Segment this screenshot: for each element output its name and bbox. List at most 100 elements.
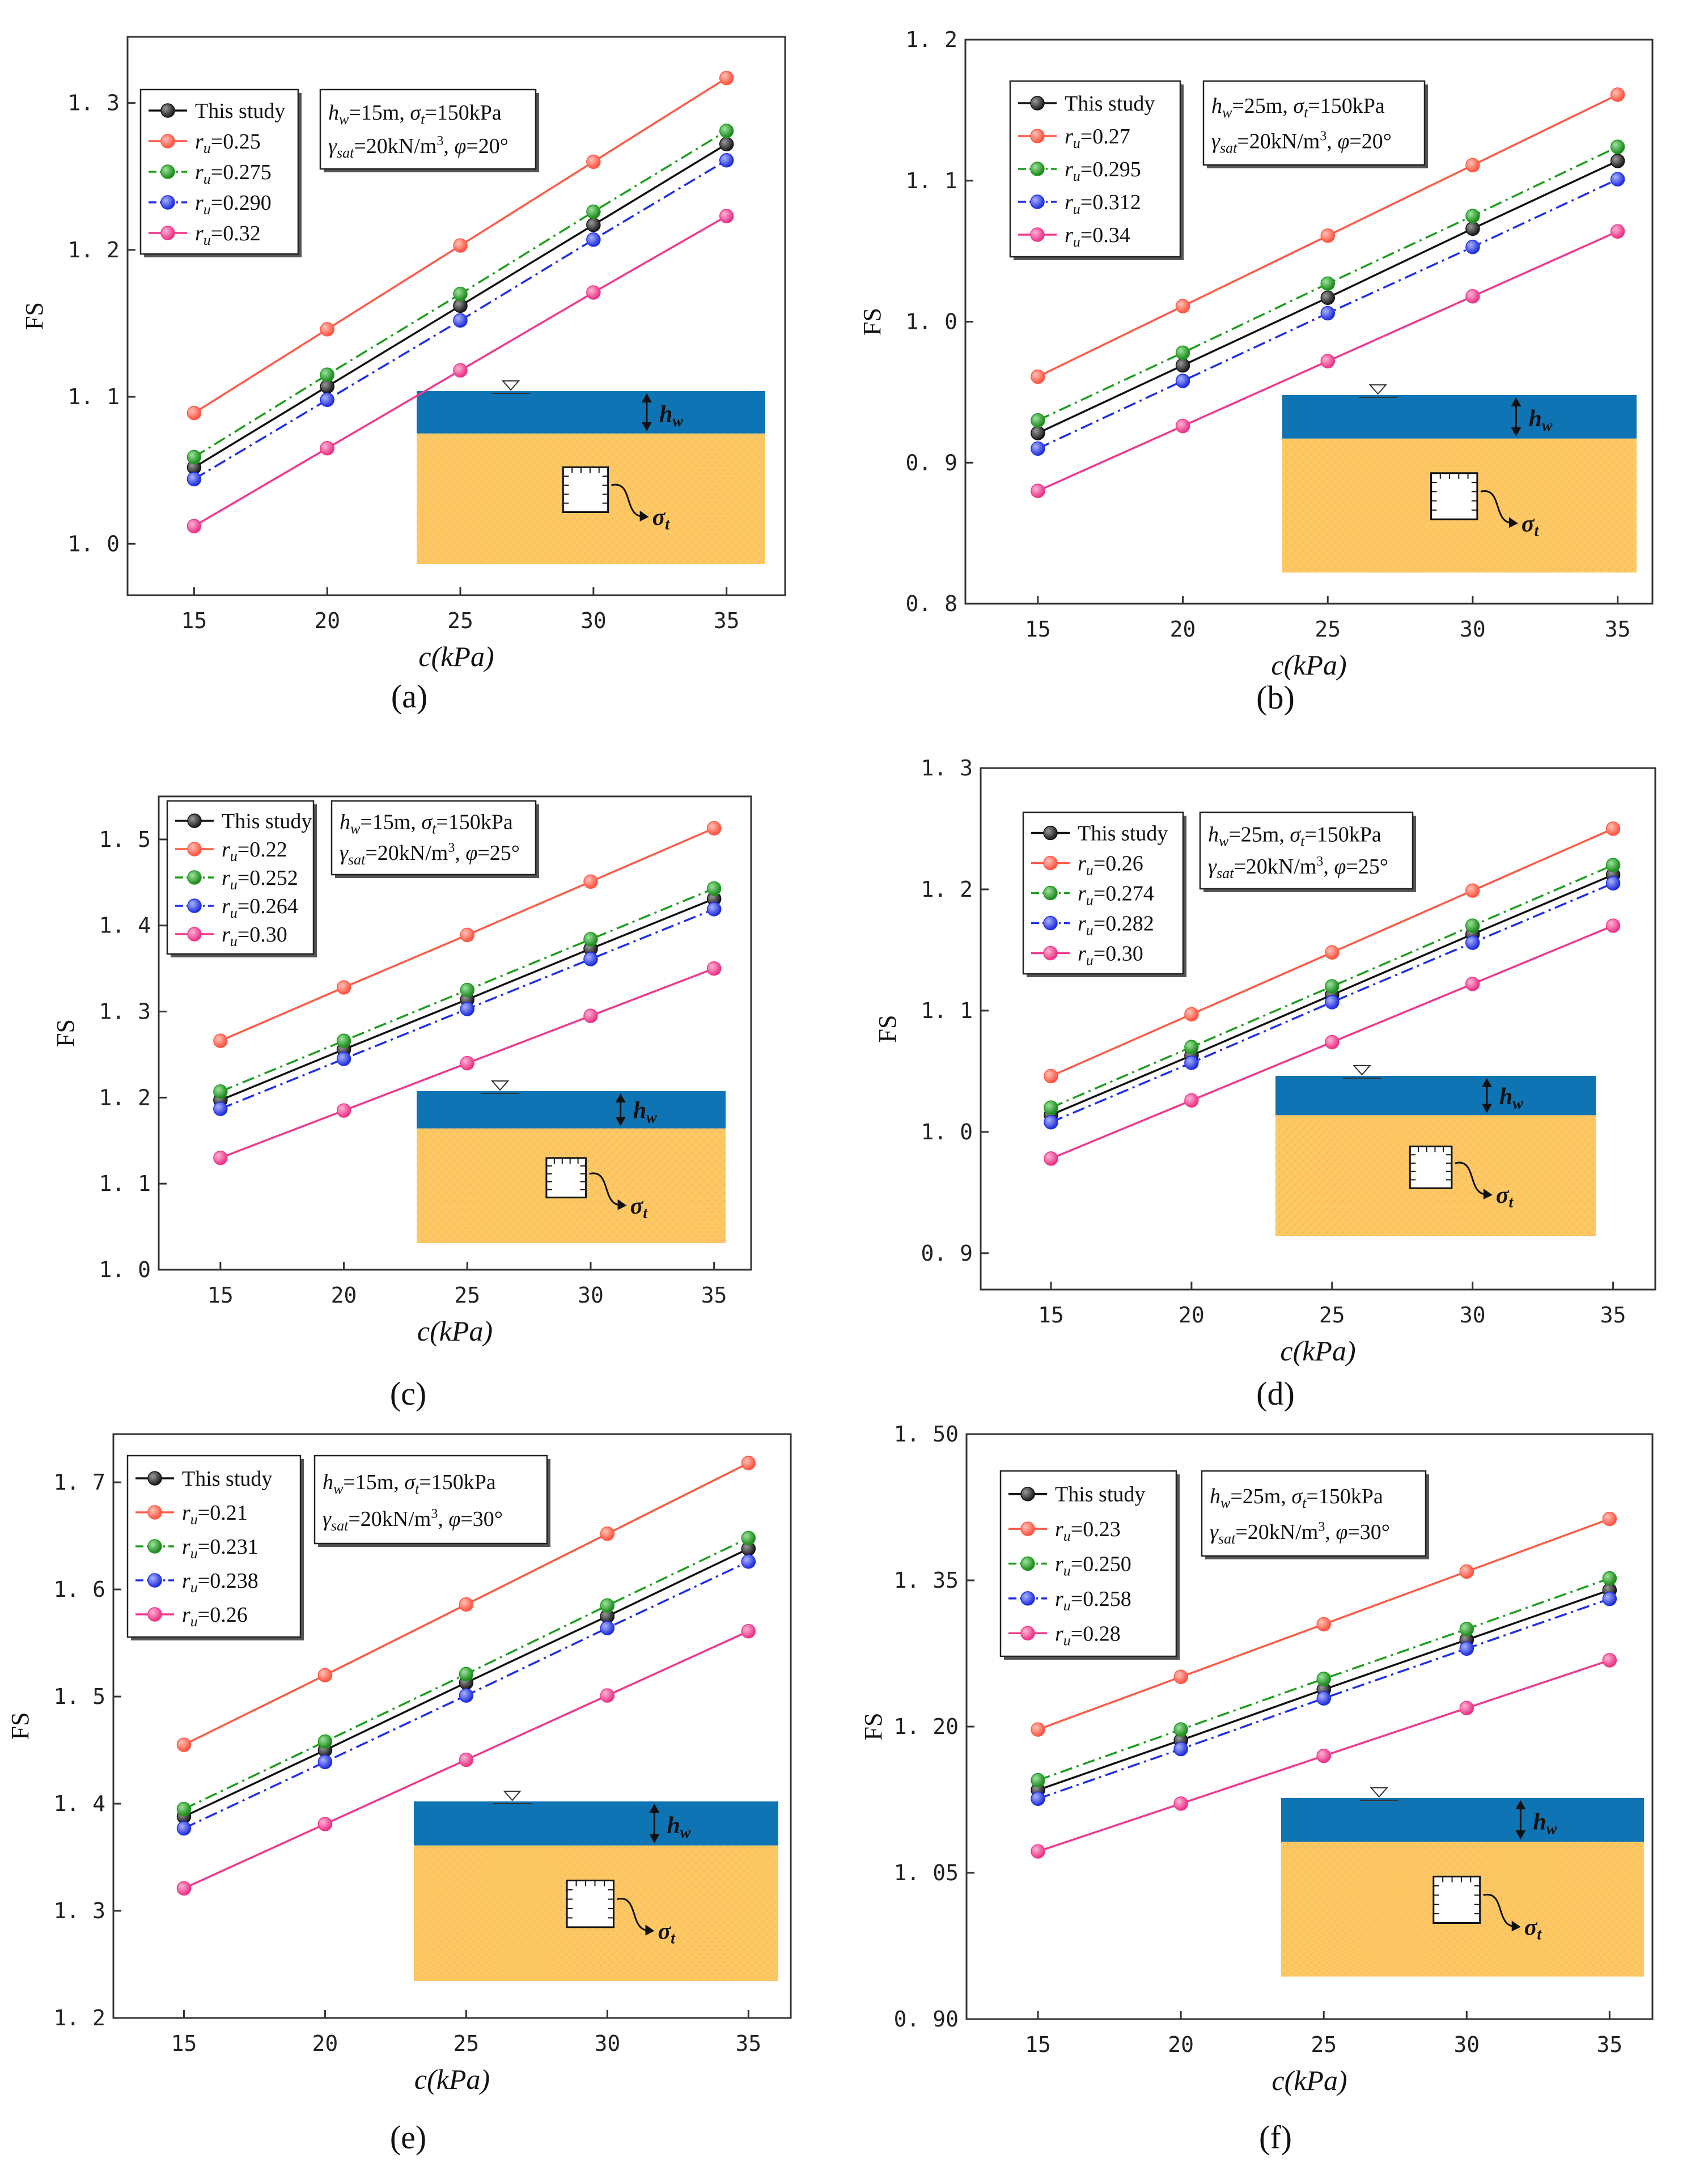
data-point: [1325, 945, 1340, 960]
annotation-line-2: γsat=20kN/m3, φ=20°: [328, 134, 508, 161]
data-point: [320, 392, 334, 407]
data-point: [460, 1055, 475, 1071]
x-axis-title: c(kPa): [418, 641, 494, 672]
y-tick-label: 0. 8: [905, 591, 957, 616]
annotation-box: [330, 800, 537, 876]
sigma-arrow: [1480, 490, 1515, 524]
data-point: [586, 218, 601, 232]
data-point: [320, 322, 334, 337]
legend-entry-3: ru=0.264: [222, 894, 298, 921]
data-point: [706, 881, 722, 896]
data-point: [460, 982, 475, 998]
legend-swatch-marker: [1020, 1486, 1035, 1502]
data-point: [1610, 87, 1625, 102]
sigma-t-label: σt: [1524, 1914, 1542, 1943]
x-tick-label: 15: [207, 1283, 234, 1308]
data-point: [600, 1688, 615, 1703]
data-point: [1465, 221, 1480, 236]
data-point: [176, 1737, 192, 1752]
water-layer: [417, 1091, 726, 1129]
data-point: [336, 980, 351, 995]
data-point: [317, 1754, 333, 1770]
legend-swatch-marker: [160, 103, 175, 118]
data-point: [1031, 413, 1045, 428]
y-tick-label: 1. 5: [53, 1684, 105, 1709]
y-tick-label: 1. 7: [53, 1470, 105, 1495]
legend-entry-2: ru=0.250: [1055, 1553, 1131, 1579]
x-tick-label: 30: [594, 2031, 620, 2056]
y-tick-label: 0. 9: [921, 1241, 973, 1266]
y-tick-label: 1. 2: [921, 877, 973, 902]
annotation-box: [319, 88, 537, 170]
data-point: [453, 363, 468, 378]
data-point: [1320, 228, 1335, 243]
legend-entry-2: ru=0.274: [1078, 882, 1154, 909]
x-tick-label: 15: [181, 608, 207, 633]
sigma-arrow-head: [1511, 1920, 1521, 1932]
y-tick-label: 1. 2: [53, 2005, 105, 2030]
data-point: [336, 1033, 351, 1048]
data-point: [1465, 209, 1480, 223]
legend-swatch-marker: [1030, 162, 1045, 176]
data-point: [336, 1103, 351, 1118]
legend-swatch-marker: [1020, 1556, 1035, 1571]
y-tick-label: 1. 5: [99, 827, 151, 852]
hw-label: hw: [633, 1097, 657, 1126]
y-axis-title: FS: [858, 308, 886, 336]
y-axis-title: FS: [20, 302, 48, 330]
legend-swatch-marker: [1020, 1521, 1035, 1536]
data-point: [460, 1002, 475, 1016]
data-point: [1031, 426, 1045, 440]
x-axis-title: c(kPa): [1280, 1335, 1355, 1367]
chart-panel-d: 15 20 25 30 35 0. 9 1. 0 1. 1 1. 2 1. 3 c(kPa) FS (d…: [874, 756, 1656, 1412]
legend-entry-1: ru=0.23: [1055, 1517, 1121, 1544]
data-point: [1175, 418, 1190, 434]
x-tick-label: 15: [1025, 617, 1051, 642]
legend-entry-0: This study: [1055, 1483, 1145, 1507]
y-tick-label: 0. 9: [905, 450, 957, 475]
legend-entry-4: ru=0.30: [222, 923, 287, 949]
data-point: [586, 232, 601, 247]
data-point: [459, 1667, 474, 1682]
y-tick-label: 1. 0: [99, 1257, 151, 1282]
data-point: [1610, 224, 1625, 239]
legend-swatch-marker: [160, 164, 175, 179]
water-level-icon: [490, 1080, 510, 1091]
data-point: [1173, 1796, 1188, 1811]
data-point: [1459, 1641, 1474, 1656]
data-point: [600, 1621, 615, 1635]
data-point: [1175, 358, 1190, 373]
y-tick-label: 1. 3: [53, 1898, 105, 1923]
hw-label: hw: [1499, 1084, 1523, 1113]
subfigure-label: (c): [390, 1375, 426, 1412]
chart-panel-e: 15 20 25 30 35 1. 2 1. 3 1. 4 1. 5 1. 6 1. 7 c(kPa)…: [6, 1433, 792, 2156]
sigma-arrow-head: [645, 1924, 655, 1936]
x-tick-label: 20: [1170, 617, 1196, 642]
legend-entry-0: This study: [1065, 92, 1155, 116]
y-axis-title: FS: [859, 1713, 887, 1741]
x-tick-label: 20: [331, 1283, 357, 1308]
legend-swatch-marker: [147, 1573, 162, 1588]
data-point: [1031, 369, 1045, 384]
x-tick-label: 35: [735, 2031, 761, 2056]
water-table-inset: hw σt: [417, 380, 765, 564]
data-point: [1316, 1671, 1331, 1686]
y-axis-title: FS: [52, 1019, 79, 1047]
data-point: [1465, 918, 1480, 933]
legend-swatch-marker: [187, 813, 202, 828]
x-tick-label: 35: [714, 608, 740, 633]
legend-swatch-marker: [147, 1539, 162, 1554]
x-axis-title: c(kPa): [417, 1315, 493, 1347]
data-point: [1610, 154, 1625, 168]
legend-swatch-marker: [1030, 194, 1045, 209]
legend-swatch-marker: [1030, 96, 1045, 111]
legend-entry-4: ru=0.34: [1065, 223, 1130, 250]
water-table-inset: hw σt: [1275, 1065, 1596, 1236]
legend-swatch-marker: [147, 1505, 162, 1520]
data-point: [1325, 979, 1340, 994]
data-point: [1605, 858, 1621, 872]
x-axis-title: c(kPa): [414, 2063, 490, 2095]
legend-swatch-marker: [187, 842, 202, 856]
subfigure-label: (b): [1256, 679, 1295, 716]
legend: This study ru=0.26 ru=0.274 ru=0.282 ru=0.30: [1022, 811, 1186, 977]
